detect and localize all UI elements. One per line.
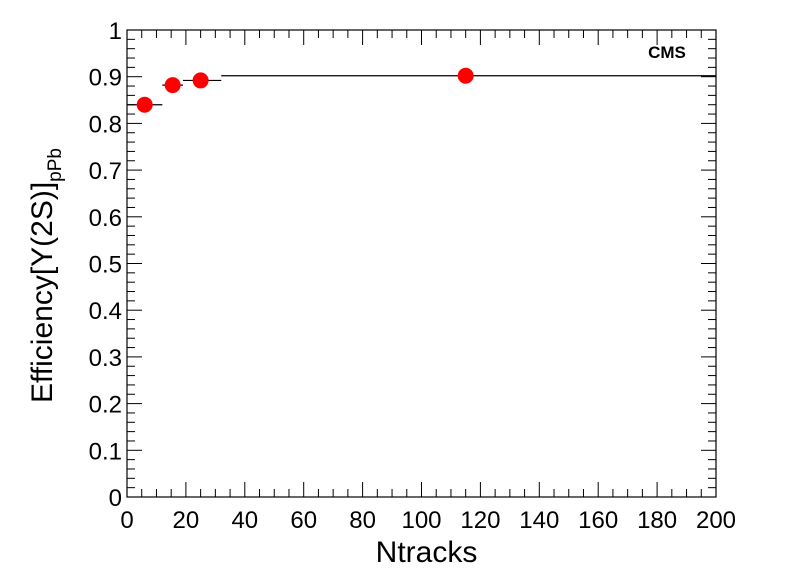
x-tick-label: 20: [173, 507, 200, 534]
x-tick-label: 140: [519, 507, 559, 534]
x-tick-label: 80: [349, 507, 376, 534]
y-axis-title: Efficiency[Υ(2S)]pPb: [26, 148, 66, 403]
y-tick-label: 0: [109, 485, 122, 512]
data-points: [127, 67, 716, 113]
y-tick-label: 0.1: [89, 438, 122, 465]
y-tick-label: 0.8: [89, 111, 122, 138]
x-tick-label: 200: [696, 507, 736, 534]
data-point: [164, 77, 181, 94]
y-axis-title-main: Efficiency[: [26, 266, 59, 403]
data-point: [192, 72, 209, 89]
y-tick-label: 0.3: [89, 345, 122, 372]
x-tick-label: 180: [637, 507, 677, 534]
x-tick-label: 160: [578, 507, 618, 534]
tick-labels: 0 20 40 60 80 100 120 140 160 180 200 0 0.1 0.2 0.3 0.4…: [89, 18, 736, 534]
x-tick-label: 60: [290, 507, 317, 534]
y-tick-label: 0.7: [89, 158, 122, 185]
plot-frame: [126, 29, 717, 498]
cms-label: CMS: [648, 43, 686, 62]
y-tick-label: 1: [109, 18, 122, 45]
y-tick-label: 0.5: [89, 252, 122, 279]
data-point: [457, 67, 474, 84]
y-tick-label: 0.6: [89, 205, 122, 232]
y-axis-title-symbol: Υ: [26, 247, 59, 267]
y-tick-label: 0.9: [89, 65, 122, 92]
y-axis-title-state: (2S)]: [26, 182, 59, 247]
x-tick-label: 40: [231, 507, 258, 534]
y-axis-title-subscript: pPb: [45, 148, 66, 182]
x-tick-label: 0: [120, 507, 133, 534]
y-tick-label: 0.2: [89, 392, 122, 419]
x-tick-label: 100: [401, 507, 441, 534]
data-point: [136, 96, 153, 113]
x-tick-label: 120: [460, 507, 500, 534]
axis-ticks: [126, 29, 717, 498]
y-tick-label: 0.4: [89, 298, 122, 325]
x-axis-title: Ntracks: [376, 536, 478, 569]
